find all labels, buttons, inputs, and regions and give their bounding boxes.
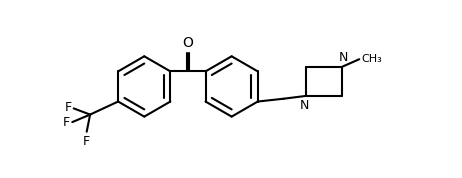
- Text: CH₃: CH₃: [361, 54, 382, 64]
- Text: N: N: [339, 51, 348, 64]
- Text: N: N: [300, 99, 310, 112]
- Text: F: F: [65, 101, 72, 114]
- Text: O: O: [182, 36, 194, 51]
- Text: F: F: [83, 135, 90, 148]
- Text: F: F: [63, 116, 70, 129]
